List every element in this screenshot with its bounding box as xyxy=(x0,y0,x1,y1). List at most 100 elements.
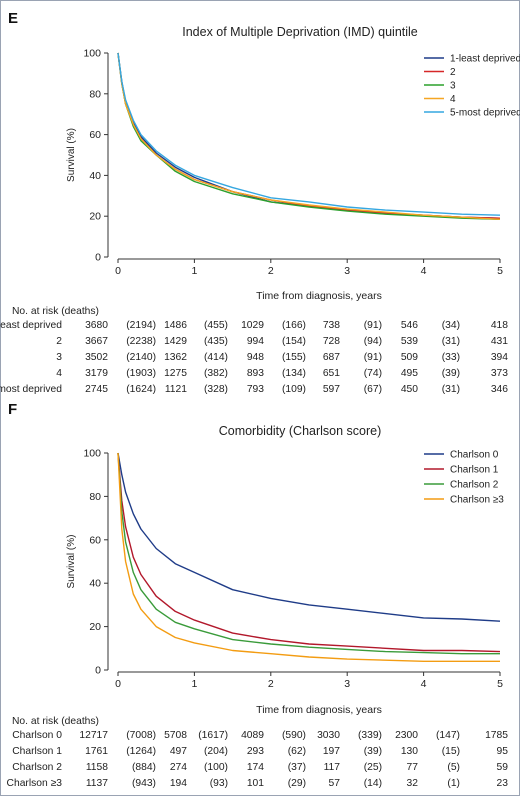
legend-label: Charlson 2 xyxy=(450,480,499,491)
x-tick-label: 0 xyxy=(115,678,121,690)
risk-cell: 3030 xyxy=(317,730,340,741)
risk-cell: (91) xyxy=(363,352,382,363)
risk-cell: 1785 xyxy=(485,730,508,741)
y-tick-label: 20 xyxy=(89,621,101,633)
legend-label: 1-least deprived xyxy=(450,54,520,65)
risk-cell: 2745 xyxy=(85,384,108,395)
x-tick-label: 4 xyxy=(421,678,427,690)
legend-label: Charlson 1 xyxy=(450,465,499,476)
risk-cell: (33) xyxy=(441,352,460,363)
risk-cell: 4089 xyxy=(241,730,264,741)
risk-row-label: Charlson 2 xyxy=(12,762,62,773)
y-axis-label: Survival (%) xyxy=(66,535,77,589)
legend-label: 2 xyxy=(450,67,456,78)
risk-cell: 893 xyxy=(246,368,264,379)
risk-cell: 346 xyxy=(490,384,508,395)
risk-cell: 59 xyxy=(496,762,508,773)
risk-cell: (29) xyxy=(287,778,306,789)
risk-cell: 194 xyxy=(169,778,187,789)
x-tick-label: 2 xyxy=(268,678,274,690)
risk-cell: (31) xyxy=(441,384,460,395)
risk-cell: 738 xyxy=(322,320,340,331)
risk-table-title-e: No. at risk (deaths) xyxy=(12,306,99,317)
risk-cell: 373 xyxy=(490,368,508,379)
y-tick-label: 80 xyxy=(89,491,101,503)
y-tick-label: 100 xyxy=(83,48,101,60)
risk-cell: 1362 xyxy=(164,352,187,363)
x-axis-label: Time from diagnosis, years xyxy=(256,704,382,715)
risk-cell: 197 xyxy=(322,746,340,757)
risk-row-label: Charlson ≥3 xyxy=(6,778,62,789)
survival-chart-imd: Index of Multiple Deprivation (IMD) quin… xyxy=(66,25,520,302)
risk-cell: (37) xyxy=(287,762,306,773)
risk-cell: (25) xyxy=(363,762,382,773)
survival-chart-comorbidity: Comorbidity (Charlson score) 0 1 2 3 4 5 0 20 40 6… xyxy=(66,424,504,715)
risk-row-label: Charlson 1 xyxy=(12,746,62,757)
legend-label: 4 xyxy=(450,94,456,105)
risk-cell: 597 xyxy=(322,384,340,395)
series-line-4 xyxy=(117,452,500,662)
risk-cell: (1) xyxy=(447,778,460,789)
y-tick-label: 40 xyxy=(89,578,101,590)
risk-row: Charlson 2 1158 (884) 274 (100) 174 (37) 117 (25… xyxy=(0,762,520,776)
x-axis-label: Time from diagnosis, years xyxy=(256,290,382,302)
x-tick-label: 5 xyxy=(497,678,503,690)
legend-label: 3 xyxy=(450,81,456,92)
risk-cell: (382) xyxy=(203,368,228,379)
series-line-4 xyxy=(117,52,501,220)
risk-cell: 431 xyxy=(490,336,508,347)
risk-row-label: 2 xyxy=(56,336,62,347)
risk-cell: 130 xyxy=(400,746,418,757)
risk-row-label: 3 xyxy=(56,352,62,363)
x-tick-label: 5 xyxy=(497,265,503,277)
risk-cell: (204) xyxy=(203,746,228,757)
risk-cell: (455) xyxy=(203,320,228,331)
risk-cell: (7008) xyxy=(126,730,156,741)
risk-cell: 539 xyxy=(400,336,418,347)
risk-cell: (94) xyxy=(363,336,382,347)
risk-cell: 3680 xyxy=(85,320,108,331)
series-line-5 xyxy=(117,52,501,216)
risk-cell: 497 xyxy=(169,746,187,757)
y-tick-label: 20 xyxy=(89,211,101,223)
risk-cell: 3502 xyxy=(85,352,108,363)
x-tick-label: 2 xyxy=(268,265,274,277)
risk-cell: (15) xyxy=(441,746,460,757)
risk-table-title-f: No. at risk (deaths) xyxy=(12,716,99,727)
risk-row: 1-least deprived 3680 (2194) 1486 (455) 1029 (… xyxy=(0,320,520,334)
risk-cell: 3667 xyxy=(85,336,108,347)
risk-cell: 687 xyxy=(322,352,340,363)
risk-cell: 793 xyxy=(246,384,264,395)
risk-cell: (328) xyxy=(203,384,228,395)
risk-cell: (2194) xyxy=(126,320,156,331)
risk-cell: 117 xyxy=(323,762,340,773)
risk-row: 3 3502 (2140) 1362 (414) 948 (155) 687 (91) 509 (3… xyxy=(0,352,520,366)
risk-row: 5-most deprived 2745 (1624) 1121 (328) 793 (10… xyxy=(0,384,520,398)
risk-cell: 394 xyxy=(490,352,508,363)
risk-cell: (109) xyxy=(281,384,306,395)
risk-cell: 418 xyxy=(490,320,508,331)
risk-cell: 1486 xyxy=(164,320,187,331)
risk-cell: (166) xyxy=(281,320,306,331)
risk-cell: 293 xyxy=(246,746,264,757)
risk-cell: (435) xyxy=(203,336,228,347)
risk-row: Charlson 1 1761 (1264) 497 (204) 293 (62) 197 (3… xyxy=(0,746,520,760)
risk-cell: 1029 xyxy=(241,320,264,331)
panel-letter-e: E xyxy=(8,10,19,27)
y-tick-label: 60 xyxy=(89,534,101,546)
risk-cell: (31) xyxy=(441,336,460,347)
y-tick-label: 100 xyxy=(83,448,101,460)
risk-cell: (2238) xyxy=(126,336,156,347)
risk-row-label: Charlson 0 xyxy=(12,730,62,741)
series-line-1 xyxy=(117,452,501,622)
risk-cell: (590) xyxy=(281,730,306,741)
risk-cell: (34) xyxy=(441,320,460,331)
risk-row-label: 5-most deprived xyxy=(0,384,62,395)
risk-row-label: 4 xyxy=(56,368,62,379)
x-tick-label: 1 xyxy=(191,678,197,690)
risk-cell: 728 xyxy=(322,336,340,347)
risk-cell: 95 xyxy=(496,746,508,757)
risk-cell: (74) xyxy=(363,368,382,379)
x-tick-label: 3 xyxy=(344,265,350,277)
legend-label: 5-most deprived xyxy=(450,108,520,119)
